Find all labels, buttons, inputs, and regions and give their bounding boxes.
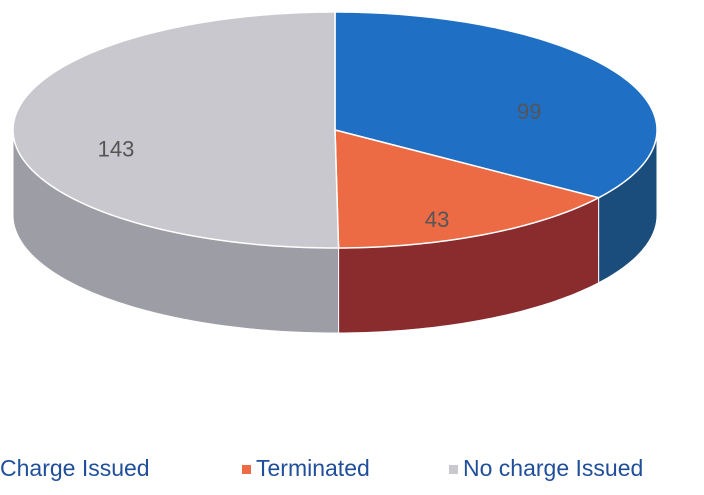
legend-label: No charge Issued [463,455,643,481]
slice [334,11,658,199]
legend-label: Charge Issued [0,455,150,481]
data-label: 43 [425,207,449,232]
legend-marker [242,465,251,474]
slice [334,129,601,249]
data-label: 99 [517,99,541,124]
slice [12,11,340,249]
legend-marker [449,465,458,474]
legend-label: Terminated [256,455,370,481]
data-label: 143 [98,136,135,161]
